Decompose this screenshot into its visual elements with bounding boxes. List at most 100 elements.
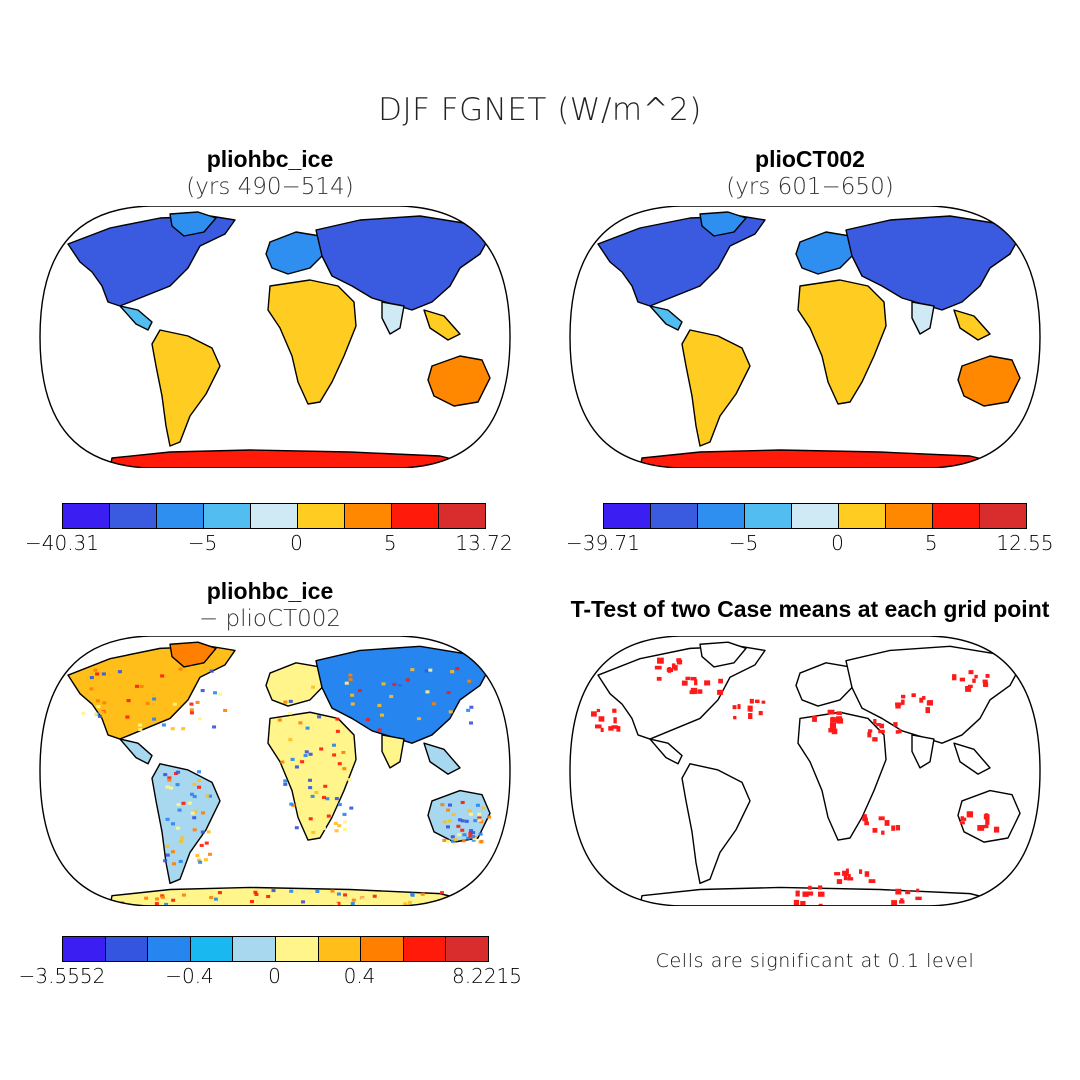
significant-cell [842, 870, 849, 876]
map-ttest [569, 636, 1041, 906]
field-cell [377, 728, 382, 732]
continent-antarctica [639, 449, 996, 468]
colorbar-1-label: −5 [187, 531, 218, 555]
field-cell [193, 674, 198, 678]
field-cell [164, 902, 169, 906]
field-cell [410, 668, 415, 672]
colorbar-swatch [105, 937, 149, 961]
colorbar-1-label: 13.72 [455, 531, 513, 555]
field-cell [121, 712, 126, 716]
field-cell [473, 819, 478, 823]
colorbar-3-label: 0.4 [343, 964, 376, 988]
significant-cell [983, 824, 989, 829]
field-cell [290, 757, 295, 761]
field-cell [223, 899, 228, 903]
continent-greenland [699, 211, 747, 237]
significant-cell [733, 715, 737, 720]
field-cell [475, 803, 480, 807]
significant-cell [891, 825, 896, 831]
field-cell [469, 705, 474, 709]
field-cell [163, 773, 168, 777]
field-cell [204, 841, 209, 845]
field-cell [217, 891, 222, 895]
colorbar-1-labels: −40.31 −5 0 5 13.72 [25, 531, 513, 555]
field-cell [336, 901, 341, 905]
colorbar-swatch [361, 937, 404, 961]
field-cell [178, 859, 183, 864]
significant-cell [800, 901, 806, 906]
field-cell [207, 852, 212, 856]
significant-cell [915, 896, 922, 901]
field-cell [333, 902, 338, 906]
field-cell [337, 803, 342, 807]
significant-cell [829, 722, 837, 729]
significant-cell [983, 682, 989, 687]
field-cell [392, 682, 397, 687]
field-cell [165, 817, 170, 821]
continent-seAsia [953, 309, 991, 341]
field-cell [351, 898, 356, 902]
field-cell [446, 839, 451, 843]
field-cell [303, 753, 308, 758]
significant-cell [608, 726, 614, 731]
field-cell [398, 686, 403, 690]
field-cell [308, 778, 313, 782]
significant-cell [697, 689, 703, 694]
field-cell [380, 713, 385, 717]
field-cell [333, 821, 338, 825]
field-cell [460, 828, 465, 832]
continent-greenland [169, 641, 217, 668]
panel-2-subtitle: (yrs 601−650) [726, 174, 894, 200]
field-cell [294, 826, 299, 830]
significant-cell [748, 713, 753, 720]
continent-seAsia [953, 742, 991, 775]
field-cell [450, 839, 455, 843]
field-cell [324, 890, 329, 894]
field-cell [289, 889, 294, 893]
field-cell [469, 721, 474, 725]
significant-cell [872, 828, 878, 833]
field-cell [81, 711, 86, 715]
field-cell [342, 820, 347, 824]
colorbar-1-label: −40.31 [24, 531, 100, 555]
continent-europe [795, 231, 855, 275]
significant-cell [993, 826, 1000, 833]
field-cell [205, 794, 210, 798]
field-cell [209, 669, 214, 673]
field-cell [479, 839, 484, 844]
significant-cell [827, 709, 835, 715]
field-cell [358, 689, 363, 693]
field-cell [450, 835, 455, 839]
field-cell [455, 667, 460, 671]
significant-cell [843, 875, 848, 881]
significant-cell [749, 698, 754, 704]
continent-greenland [169, 211, 217, 237]
field-cell [170, 850, 175, 854]
field-cell [331, 743, 336, 747]
field-cell [468, 834, 473, 838]
significant-cell [965, 685, 972, 692]
colorbar-swatch [63, 504, 110, 528]
significant-cell [966, 811, 974, 818]
significant-cell [891, 900, 897, 906]
field-cell [135, 684, 140, 688]
significant-cell [884, 820, 890, 826]
panel-2-title: plioCT002 [755, 146, 865, 172]
field-cell [451, 841, 456, 845]
field-cell [467, 679, 472, 683]
field-cell [310, 766, 315, 770]
field-cell [174, 771, 179, 775]
field-cell [283, 700, 288, 704]
field-cell [349, 806, 354, 810]
continent-australia [427, 355, 491, 407]
colorbar-swatch [886, 504, 933, 528]
significant-cell [754, 699, 760, 704]
field-cell [334, 829, 339, 833]
significant-cell [676, 659, 683, 665]
field-cell [189, 792, 194, 796]
field-cell [288, 699, 293, 703]
significant-cell [925, 707, 931, 714]
field-cell [442, 820, 447, 824]
field-cell [381, 682, 386, 686]
field-cell [308, 817, 313, 821]
